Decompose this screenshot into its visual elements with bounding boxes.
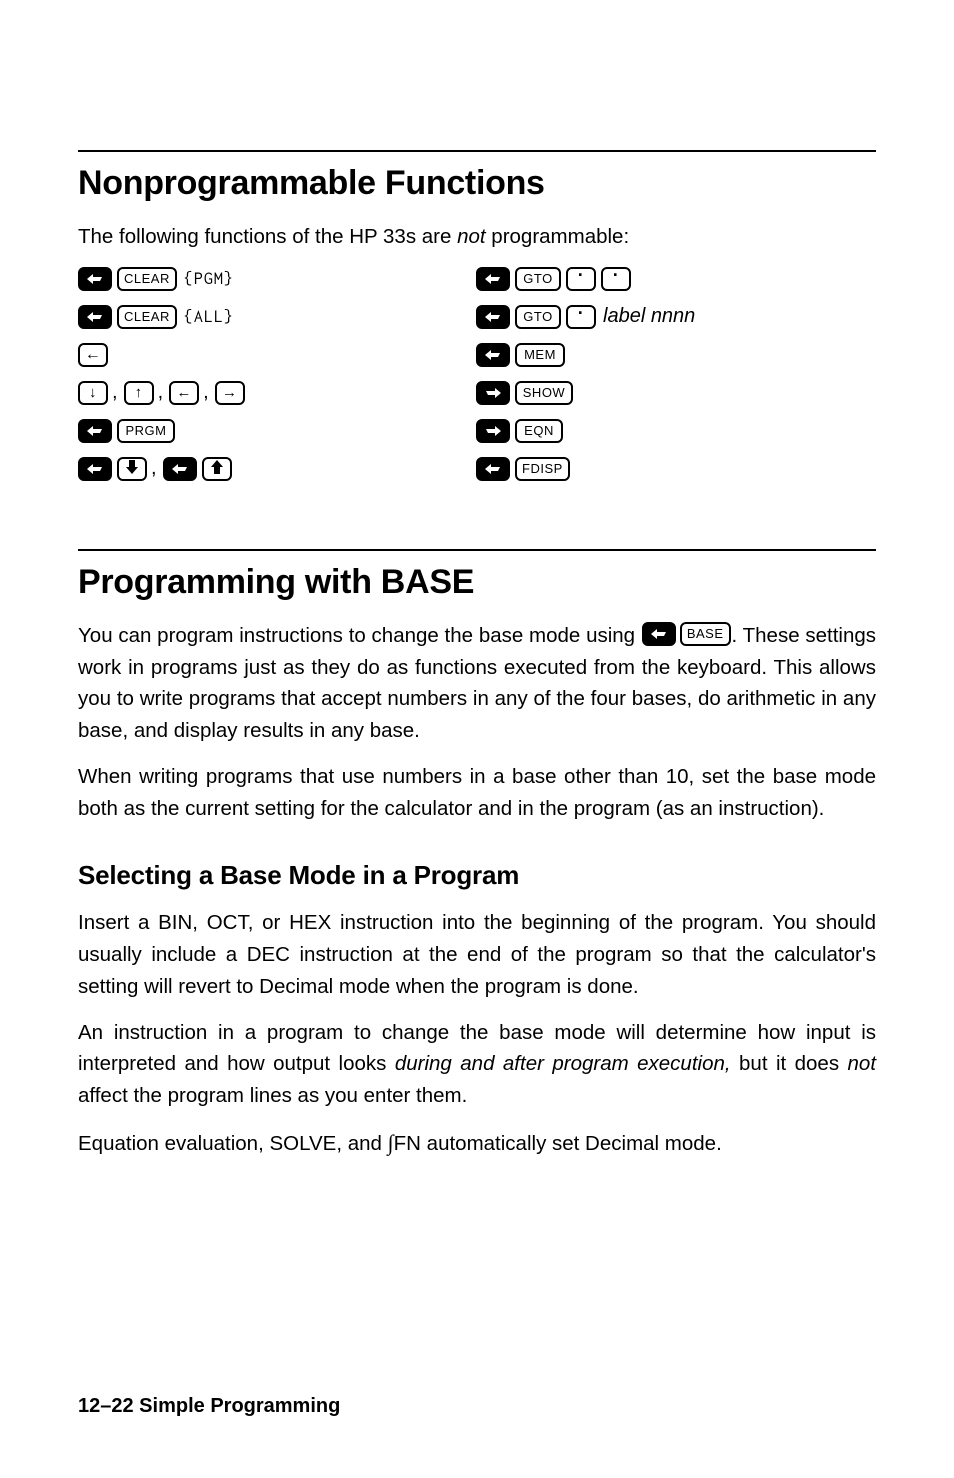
- down-arrow-icon: ↓: [89, 385, 97, 400]
- row-clear-pgm: CLEAR {PGM}: [78, 261, 476, 297]
- left-shift-icon: [642, 622, 676, 646]
- left-shift-icon: [78, 419, 112, 443]
- down-key: ↓: [78, 381, 108, 405]
- dot-icon: ·: [578, 304, 585, 322]
- row-cursor-arrows: ↓, ↑, ←, →: [78, 375, 476, 411]
- pgm-menu: {PGM}: [184, 270, 234, 288]
- gto-key: GTO: [515, 305, 561, 329]
- col-right: GTO · · GTO · label nnnn MEM SHOW EQN FD…: [476, 261, 866, 489]
- right-shift-icon: [476, 381, 510, 405]
- dot-key: ·: [566, 267, 596, 291]
- chapter-title: Simple Programming: [134, 1395, 341, 1417]
- row-scroll: ,: [78, 451, 476, 487]
- prog-base-p2: When writing programs that use numbers i…: [78, 761, 876, 825]
- intro-text: The following functions of the HP 33s ar…: [78, 221, 876, 253]
- inline-keys: BASE: [642, 622, 731, 646]
- left-key: ←: [169, 381, 199, 405]
- gto-key: GTO: [515, 267, 561, 291]
- left-shift-icon: [476, 343, 510, 367]
- dot-key: ·: [566, 305, 596, 329]
- col-left: CLEAR {PGM} CLEAR {ALL} ← ↓, ↑, ←, → PRG…: [78, 261, 476, 489]
- heading-programming-base: Programming with BASE: [78, 563, 876, 602]
- left-shift-icon: [78, 457, 112, 481]
- row-gto-dot-dot: GTO · ·: [476, 261, 866, 297]
- scroll-up-icon: [211, 460, 223, 477]
- base-key: BASE: [680, 622, 731, 646]
- row-clear-all: CLEAR {ALL}: [78, 299, 476, 335]
- intro-post: programmable:: [486, 225, 630, 248]
- comma: ,: [203, 381, 209, 404]
- left-shift-icon: [476, 305, 510, 329]
- right-arrow-icon: →: [222, 385, 238, 400]
- select-base-p2: An instruction in a program to change th…: [78, 1017, 876, 1112]
- comma: ,: [151, 457, 157, 480]
- section-rule: [78, 549, 876, 551]
- row-eqn: EQN: [476, 413, 866, 449]
- label-nnnn: label nnnn: [603, 305, 695, 328]
- p2em2: not: [848, 1052, 877, 1075]
- left-shift-icon: [78, 267, 112, 291]
- row-fdisp: FDISP: [476, 451, 866, 487]
- heading-selecting-base: Selecting a Base Mode in a Program: [78, 860, 876, 891]
- prog-base-p1: You can program instructions to change t…: [78, 620, 876, 747]
- right-shift-icon: [476, 419, 510, 443]
- eqn-key: EQN: [515, 419, 563, 443]
- back-arrow-icon: ←: [85, 346, 102, 364]
- clear-key: CLEAR: [117, 267, 177, 291]
- left-arrow-icon: ←: [176, 385, 192, 400]
- backspace-key: ←: [78, 343, 108, 367]
- p2c: affect the program lines as you enter th…: [78, 1084, 467, 1107]
- comma: ,: [158, 381, 164, 404]
- intro-pre: The following functions of the HP 33s ar…: [78, 225, 457, 248]
- all-menu: {ALL}: [184, 308, 234, 326]
- up-arrow-icon: ↑: [135, 385, 143, 400]
- section-rule: [78, 150, 876, 152]
- page-footer: 12–22 Simple Programming: [78, 1395, 340, 1418]
- comma: ,: [112, 381, 118, 404]
- scroll-up-key: [202, 457, 232, 481]
- nonprogrammable-table: CLEAR {PGM} CLEAR {ALL} ← ↓, ↑, ←, → PRG…: [78, 261, 876, 489]
- left-shift-icon: [476, 457, 510, 481]
- right-key: →: [215, 381, 245, 405]
- p1a: You can program instructions to change t…: [78, 624, 641, 647]
- left-shift-icon: [78, 305, 112, 329]
- page-number: 12–22: [78, 1395, 134, 1417]
- p3b: FN automatically set Decimal mode.: [394, 1132, 722, 1155]
- select-base-p3: Equation evaluation, SOLVE, and ∫FN auto…: [78, 1126, 876, 1160]
- row-prgm: PRGM: [78, 413, 476, 449]
- mem-key: MEM: [515, 343, 565, 367]
- p2em1: during and after program execution,: [395, 1052, 731, 1075]
- up-key: ↑: [124, 381, 154, 405]
- select-base-p1: Insert a BIN, OCT, or HEX instruction in…: [78, 907, 876, 1002]
- dot-key: ·: [601, 267, 631, 291]
- dot-icon: ·: [578, 266, 585, 284]
- p3a: Equation evaluation, SOLVE, and: [78, 1132, 388, 1155]
- scroll-down-key: [117, 457, 147, 481]
- dot-icon: ·: [613, 266, 620, 284]
- left-shift-icon: [163, 457, 197, 481]
- intro-em: not: [457, 225, 486, 248]
- row-gto-label: GTO · label nnnn: [476, 299, 866, 335]
- heading-nonprogrammable: Nonprogrammable Functions: [78, 164, 876, 203]
- clear-key: CLEAR: [117, 305, 177, 329]
- left-shift-icon: [476, 267, 510, 291]
- p2b: but it does: [731, 1052, 848, 1075]
- fdisp-key: FDISP: [515, 457, 570, 481]
- row-mem: MEM: [476, 337, 866, 373]
- prgm-key: PRGM: [117, 419, 175, 443]
- show-key: SHOW: [515, 381, 573, 405]
- row-show: SHOW: [476, 375, 866, 411]
- scroll-down-icon: [126, 460, 138, 477]
- row-backspace: ←: [78, 337, 476, 373]
